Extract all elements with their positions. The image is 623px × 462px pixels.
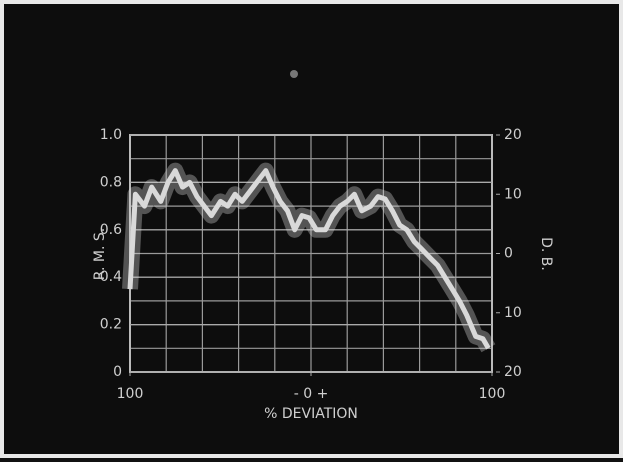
y-tick-label: 0.2 — [100, 317, 122, 333]
y2-tick-label: 20 — [504, 364, 522, 380]
chart: R. M. S. D. B. % DEVIATION 00.20.40.60.8… — [0, 0, 623, 458]
x-axis-label: % DEVIATION — [264, 406, 358, 422]
y-tick-label: 1.0 — [100, 127, 122, 143]
y2-tick-label: 10 — [504, 186, 522, 202]
y2-tick-label: 0 — [504, 246, 513, 262]
y2-tick-label: 10 — [504, 305, 522, 321]
y-tick-label: 0.6 — [100, 222, 122, 238]
x-tick-label: 100 — [117, 386, 144, 402]
y-tick-label: 0.8 — [100, 174, 122, 190]
y2-tick-label: 20 — [504, 127, 522, 143]
y-tick-label: 0.4 — [100, 269, 122, 285]
x-tick-label: 100 — [479, 386, 506, 402]
screen-dot — [290, 70, 298, 78]
y2-axis-label: D. B. — [538, 237, 554, 271]
y-tick-label: 0 — [113, 364, 122, 380]
x-tick-label: - 0 + — [294, 386, 329, 402]
